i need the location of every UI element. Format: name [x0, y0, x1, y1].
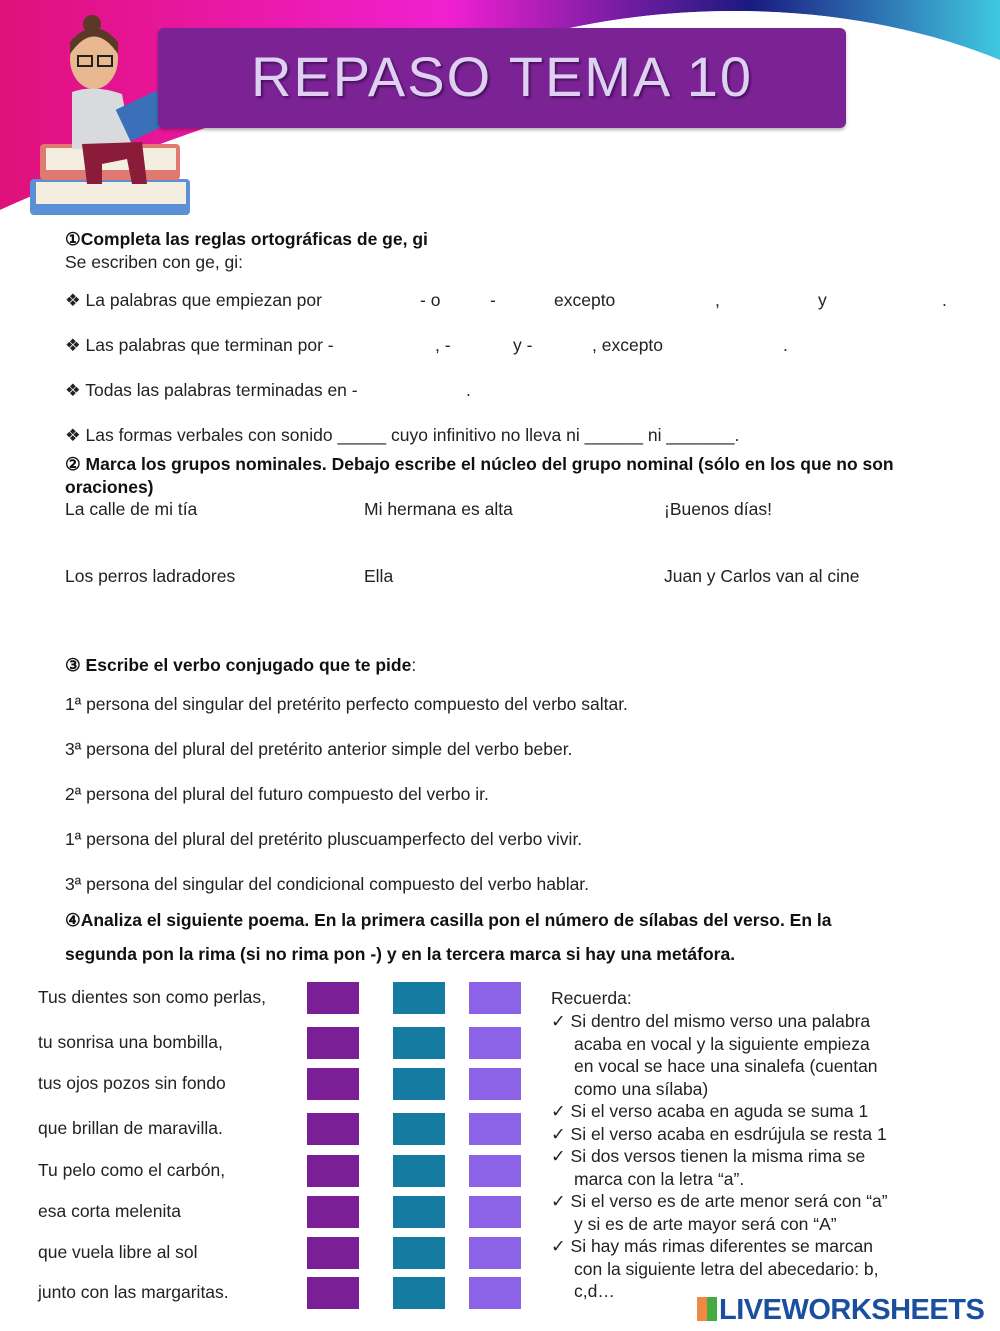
syllable-box[interactable] — [307, 1113, 359, 1145]
blank-input[interactable] — [725, 289, 819, 313]
nominal-item[interactable]: Mi hermana es alta — [364, 499, 513, 519]
reminder-title: Recuerda: — [551, 988, 632, 1008]
nominal-item[interactable]: La calle de mi tía — [65, 499, 198, 519]
rhyme-box[interactable] — [393, 1113, 445, 1145]
rhyme-box[interactable] — [393, 1068, 445, 1100]
rule-text: . — [942, 290, 947, 310]
rule-text: , — [715, 290, 720, 310]
rhyme-box[interactable] — [393, 982, 445, 1014]
rule-text: - — [490, 290, 496, 310]
verse: que brillan de maravilla. — [38, 1118, 223, 1138]
section4-title-line2: segunda pon la rima (si no rima pon -) y… — [65, 944, 736, 964]
title-banner: REPASO TEMA 10 — [158, 28, 846, 128]
syllable-box[interactable] — [307, 1277, 359, 1309]
verse: tus ojos pozos sin fondo — [38, 1073, 226, 1093]
verse: tu sonrisa una bombilla, — [38, 1032, 223, 1052]
rule-text: . — [783, 335, 788, 355]
section4-title-line1: ④Analiza el siguiente poema. En la prime… — [65, 910, 832, 930]
metaphor-box[interactable] — [469, 1237, 521, 1269]
reminder-line: ✓ Si dos versos tienen la misma rima se — [551, 1146, 866, 1166]
reminder-line: como una sílaba) — [574, 1078, 709, 1099]
reminder-line: ✓ Si el verso acaba en aguda se suma 1 — [551, 1101, 869, 1121]
blank-input[interactable] — [406, 379, 468, 403]
section1-subtitle: Se escriben con ge, gi: — [65, 252, 244, 272]
avatar — [30, 15, 190, 215]
reminder-line: ✓ Si hay más rimas diferentes se marcan — [551, 1236, 873, 1256]
nominal-item[interactable]: Los perros ladradores — [65, 566, 236, 586]
rule-text: . — [466, 380, 471, 400]
verb-item: 1ª persona del plural del pretérito plus… — [65, 829, 583, 849]
reminder-line: en vocal se hace una sinalefa (cuentan — [574, 1056, 878, 1076]
verb-item: 3ª persona del plural del pretérito ante… — [65, 739, 573, 759]
rule-text: ❖ La palabras que empiezan por — [65, 290, 322, 310]
blank-input[interactable] — [832, 289, 942, 313]
syllable-box[interactable] — [307, 1155, 359, 1187]
verse: junto con las margaritas. — [38, 1282, 229, 1302]
reminder-line: acaba en vocal y la siguiente empieza — [574, 1033, 870, 1054]
metaphor-box[interactable] — [469, 1196, 521, 1228]
rhyme-box[interactable] — [393, 1237, 445, 1269]
metaphor-box[interactable] — [469, 1155, 521, 1187]
verse: que vuela libre al sol — [38, 1242, 198, 1262]
rule-text: y - — [513, 335, 533, 355]
verb-item: 1ª persona del singular del pretérito pe… — [65, 694, 628, 714]
verse: Tu pelo como el carbón, — [38, 1160, 226, 1180]
syllable-box[interactable] — [307, 1027, 359, 1059]
metaphor-box[interactable] — [469, 982, 521, 1014]
verb-item: 3ª persona del singular del condicional … — [65, 874, 590, 894]
metaphor-box[interactable] — [469, 1068, 521, 1100]
metaphor-box[interactable] — [469, 1277, 521, 1309]
rule-text: ❖ Todas las palabras terminadas en - — [65, 380, 358, 400]
verb-item: 2ª persona del plural del futuro compues… — [65, 784, 489, 804]
liveworksheets-logo: LIVEWORKSHEETS — [697, 1294, 985, 1327]
nominal-item[interactable]: Ella — [364, 566, 394, 586]
rhyme-box[interactable] — [393, 1196, 445, 1228]
rule4[interactable]: ❖ Las formas verbales con sonido _____ c… — [65, 425, 740, 445]
blank-input[interactable] — [538, 334, 594, 358]
nominal-item[interactable]: ¡Buenos días! — [664, 499, 772, 519]
section1-title: ①Completa las reglas ortográficas de ge,… — [65, 229, 428, 249]
rhyme-box[interactable] — [393, 1277, 445, 1309]
reminder-line: ✓ Si el verso acaba en esdrújula se rest… — [551, 1123, 887, 1144]
metaphor-box[interactable] — [469, 1027, 521, 1059]
rule-text: , excepto — [592, 335, 664, 355]
blank-input[interactable] — [455, 334, 514, 358]
blank-input[interactable] — [685, 334, 784, 358]
rhyme-box[interactable] — [393, 1155, 445, 1187]
reminder-line: ✓ Si dentro del mismo verso una palabra — [551, 1011, 871, 1031]
nominal-item[interactable]: Juan y Carlos van al cine — [664, 566, 860, 586]
rule-text: ❖ Las palabras que terminan por - — [65, 335, 334, 355]
logo-text: LIVEWORKSHEETS — [719, 1294, 985, 1326]
section2-title: ② Marca los grupos nominales. Debajo esc… — [65, 454, 894, 497]
logo-icon — [697, 1297, 717, 1321]
page-title: REPASO TEMA 10 — [250, 45, 754, 108]
reminder-line: marca con la letra “a”. — [574, 1168, 745, 1189]
reminder-line: con la siguiente letra del abecedario: b… — [574, 1258, 879, 1279]
rule-text: - o — [420, 290, 441, 310]
verse: esa corta melenita — [38, 1201, 181, 1221]
section3-title: ③ Escribe el verbo conjugado que te pide — [65, 655, 412, 675]
syllable-box[interactable] — [307, 1068, 359, 1100]
syllable-box[interactable] — [307, 1196, 359, 1228]
blank-input[interactable] — [380, 334, 436, 358]
rule-text: y — [818, 290, 827, 310]
blank-input[interactable] — [500, 289, 554, 313]
reminder-line: y si es de arte mayor será con “A” — [574, 1213, 837, 1234]
reminder-line: c,d… — [574, 1281, 615, 1301]
blank-input[interactable] — [372, 289, 421, 313]
blank-input[interactable] — [445, 289, 491, 313]
verse: Tus dientes son como perlas, — [38, 987, 266, 1007]
rule-text: excepto — [554, 290, 616, 310]
section3-colon: : — [411, 655, 417, 675]
reminder-line: ✓ Si el verso es de arte menor será con … — [551, 1191, 888, 1211]
syllable-box[interactable] — [307, 982, 359, 1014]
blank-input[interactable] — [635, 289, 717, 313]
rhyme-box[interactable] — [393, 1027, 445, 1059]
rule-text: , - — [435, 335, 451, 355]
syllable-box[interactable] — [307, 1237, 359, 1269]
metaphor-box[interactable] — [469, 1113, 521, 1145]
